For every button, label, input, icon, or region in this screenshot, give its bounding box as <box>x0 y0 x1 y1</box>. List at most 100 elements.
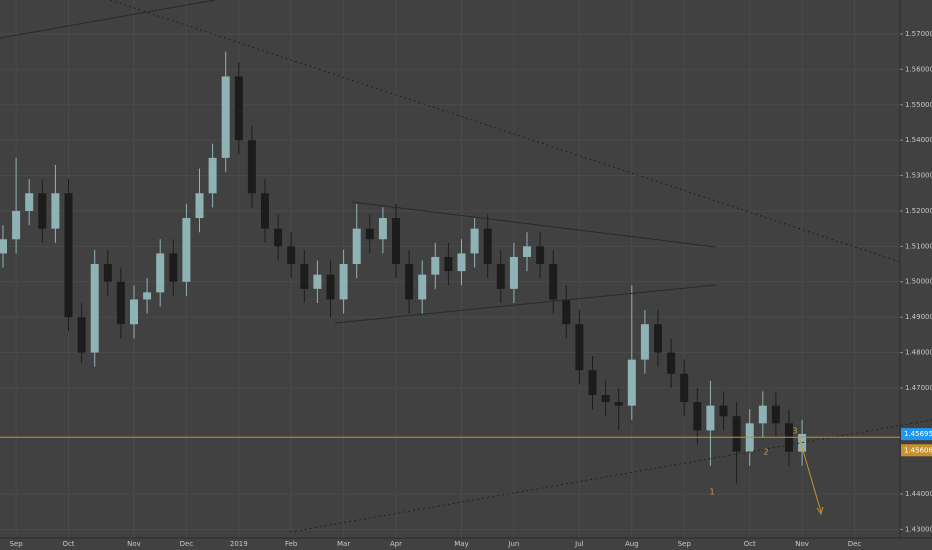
candle-body <box>536 246 545 265</box>
candle-body <box>247 140 256 194</box>
trendline <box>289 419 932 533</box>
y-tick-label: 1.44000 <box>905 490 932 498</box>
y-tick-label: 1.50000 <box>905 278 932 286</box>
x-tick-label: 2019 <box>230 540 248 548</box>
candle-body <box>758 405 767 424</box>
candle-body <box>614 402 623 406</box>
candle-body <box>771 405 780 424</box>
candle-body <box>208 157 217 194</box>
candle-body <box>667 352 676 374</box>
x-tick-label: Oct <box>744 540 756 548</box>
x-tick-label: Feb <box>285 540 298 548</box>
candle-body <box>182 218 191 282</box>
candle-body <box>418 274 427 300</box>
candle-body <box>313 274 322 289</box>
candle-body <box>274 228 283 247</box>
trendline <box>0 0 216 39</box>
candle-body <box>732 416 741 452</box>
x-tick-label: Oct <box>62 540 74 548</box>
x-tick-label: Sep <box>678 540 692 548</box>
candle-body <box>103 264 112 282</box>
candle-body <box>130 299 138 325</box>
x-tick-label: Dec <box>180 540 194 548</box>
wave-label: 3 <box>792 427 797 436</box>
wave-label: 2 <box>763 448 768 457</box>
candle-body <box>38 193 47 229</box>
forecast-arrow <box>799 439 822 513</box>
candle-body <box>143 292 152 300</box>
plot-area <box>0 51 807 484</box>
candle-body <box>169 253 178 282</box>
candle-body <box>51 193 60 229</box>
x-tick-label: Aug <box>625 540 639 548</box>
candle-body <box>156 253 165 293</box>
candle-body <box>195 193 204 219</box>
y-tick-label: 1.54000 <box>905 136 932 144</box>
candle-body <box>588 370 597 396</box>
price-label: 1.45606 <box>904 446 932 454</box>
candle-body <box>706 405 715 431</box>
x-tick-label: May <box>454 540 468 548</box>
candle-body <box>116 281 125 325</box>
candle-body <box>549 264 558 300</box>
candle-body <box>405 264 414 300</box>
candle-body <box>77 317 86 353</box>
candle-body <box>90 264 99 353</box>
candle-body <box>509 256 518 289</box>
candle-body <box>0 239 7 254</box>
candle-body <box>431 256 440 275</box>
drawings <box>0 0 932 533</box>
triangle-line <box>334 284 717 324</box>
candle-body <box>457 253 466 272</box>
arrow-head <box>816 506 824 516</box>
candle-body <box>25 193 34 211</box>
candle-body <box>64 193 73 318</box>
y-tick-label: 1.57000 <box>905 30 932 38</box>
candle-body <box>352 228 361 265</box>
x-tick-label: Sep <box>9 540 23 548</box>
trendline <box>109 0 901 263</box>
y-tick-label: 1.49000 <box>905 313 932 321</box>
candle-body <box>719 405 728 417</box>
candle-body <box>326 274 335 300</box>
y-tick-label: 1.47000 <box>905 384 932 392</box>
price-label-box <box>901 428 932 441</box>
candle-body <box>261 193 269 229</box>
candle-body <box>470 228 479 254</box>
y-tick-label: 1.43000 <box>905 526 932 534</box>
candle-body <box>496 264 505 289</box>
x-tick-label: Apr <box>390 540 402 548</box>
candle-body <box>287 246 296 265</box>
candle-body <box>640 324 649 360</box>
candle-body <box>339 264 348 300</box>
candle-body <box>444 256 453 272</box>
candle-body <box>378 218 387 240</box>
candle-body <box>483 228 492 265</box>
y-tick-label: 1.53000 <box>905 172 932 180</box>
candle-body <box>562 299 571 325</box>
candle-body <box>693 402 702 431</box>
candle-body <box>601 395 610 403</box>
y-tick-label: 1.51000 <box>905 242 932 250</box>
candle-body <box>627 359 636 406</box>
y-tick-label: 1.55000 <box>905 101 932 109</box>
candle-body <box>392 218 400 265</box>
candle-body <box>575 324 584 371</box>
candle-body <box>680 373 689 403</box>
x-tick-label: Mar <box>337 540 350 548</box>
triangle-line <box>351 201 717 248</box>
candle-body <box>654 324 662 353</box>
x-tick-label: Nov <box>127 540 141 548</box>
y-tick-label: 1.52000 <box>905 207 932 215</box>
price-label: 1.45695 <box>904 430 932 438</box>
x-tick-label: Dec <box>848 540 862 548</box>
x-tick-label: Nov <box>795 540 809 548</box>
x-tick-label: Jun <box>507 540 519 548</box>
candle-body <box>221 76 230 158</box>
wave-label: 1 <box>709 488 714 497</box>
candle-body <box>365 228 374 240</box>
candle-body <box>234 76 243 141</box>
candle-body <box>12 210 21 240</box>
